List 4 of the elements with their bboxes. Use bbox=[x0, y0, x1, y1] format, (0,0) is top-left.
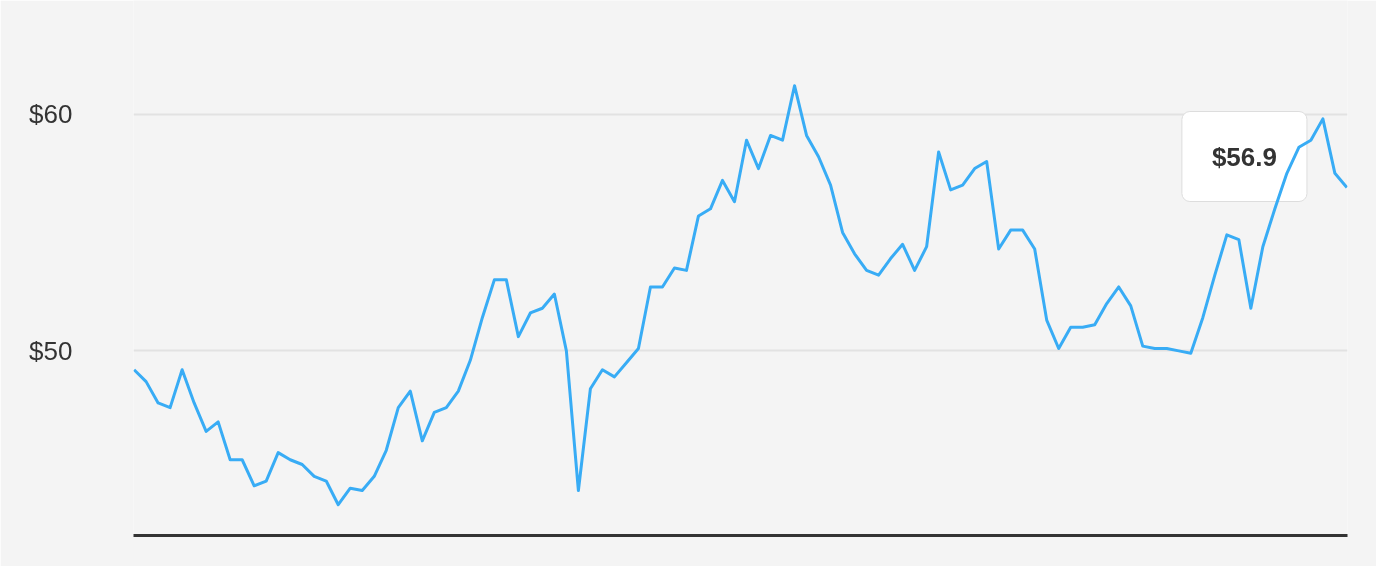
y-tick-label: $50 bbox=[29, 335, 73, 366]
y-tick-label: $60 bbox=[29, 99, 73, 130]
annotation: $56.9 bbox=[1211, 141, 1277, 172]
line-series bbox=[133, 84, 1348, 507]
